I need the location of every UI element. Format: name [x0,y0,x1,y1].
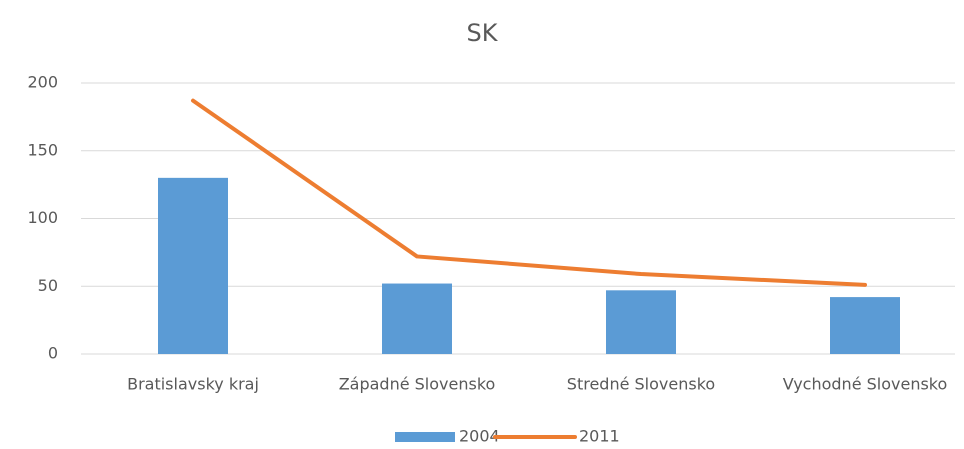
bar [830,297,900,354]
line [191,98,867,287]
bar [382,283,452,354]
legend-label: 2004 [459,427,500,446]
chart-title: SK [467,19,499,47]
x-tick-label: Západné Slovensko [339,375,496,394]
bar [158,177,228,354]
legend-swatch [395,432,455,442]
x-tick-label: Bratislavsky kraj [127,375,259,394]
y-tick-label: 50 [38,276,58,295]
y-tick-label: 100 [27,208,58,227]
y-tick-label: 0 [48,344,58,363]
x-tick-label: Vychodné Slovensko [783,375,948,394]
legend-label: 2011 [579,427,620,446]
y-tick-label: 150 [27,140,58,159]
x-tick-label: Stredné Slovensko [567,375,715,394]
bar [606,290,676,354]
y-tick-label: 200 [27,73,58,92]
